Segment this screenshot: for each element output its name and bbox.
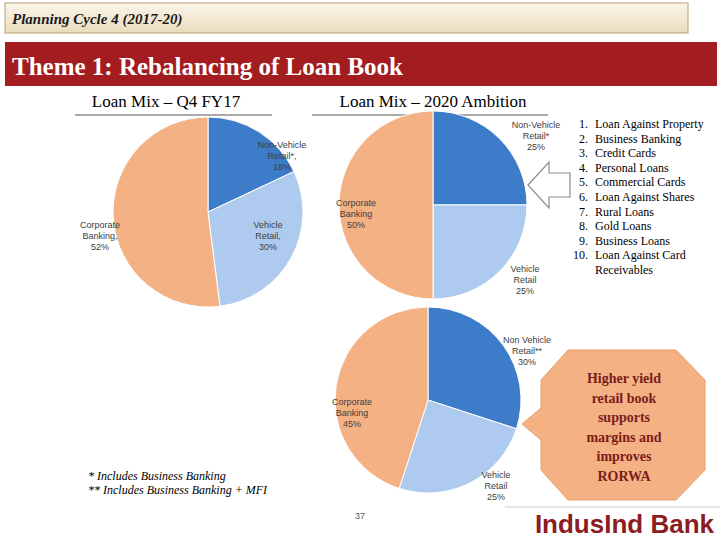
list-text: Rural Loans	[595, 205, 654, 219]
slice-category: Non-VehicleRetail*	[512, 120, 561, 141]
slice-category: VehicleRetail	[481, 470, 510, 491]
slice-category-line: Corporate	[80, 220, 120, 230]
product-list: 1. Loan Against Property 2. Business Bankin…	[573, 117, 704, 277]
slice-category-line: Vehicle	[481, 470, 510, 480]
list-text-line: Receivables	[595, 263, 653, 277]
chart-title: Loan Mix – Q4 FY17	[92, 92, 241, 111]
logo-rule	[505, 507, 720, 508]
slice-value-label: 45%	[343, 419, 361, 429]
chart-title: Loan Mix – 2020 Ambition	[340, 92, 528, 111]
slice-category-line: Banking	[336, 408, 369, 418]
footnote: * Includes Business Banking	[88, 469, 226, 483]
list-text: Business Loans	[595, 234, 670, 248]
slice-category: CorporateBanking	[336, 198, 376, 219]
list-number: 7.	[579, 205, 588, 219]
slice-category-line: Corporate	[336, 198, 376, 208]
list-number: 6.	[579, 190, 588, 204]
list-number: 3.	[579, 146, 588, 160]
slice-category-line: Retail*	[523, 131, 550, 141]
slice-value-label: 25%	[516, 286, 534, 296]
slice-category-line: Retail*,	[267, 151, 296, 161]
slice-category-line: Non Vehicle	[503, 335, 551, 345]
list-text: Business Banking	[595, 132, 681, 146]
list-number: 5.	[579, 175, 588, 189]
list-text: Loan Against Shares	[595, 190, 695, 204]
pie-slice	[208, 172, 303, 307]
header-box	[5, 3, 688, 33]
pie-slice	[113, 117, 220, 307]
list-text: Credit Cards	[595, 146, 656, 160]
slice-category: VehicleRetail	[510, 264, 539, 285]
arrow	[528, 162, 570, 208]
list-number: 1.	[579, 117, 588, 131]
slice-category-line: Retail	[513, 275, 536, 285]
list-text: Personal Loans	[595, 161, 669, 175]
title-underline	[75, 115, 272, 116]
callout-text: RORWA	[597, 469, 651, 484]
list-text: Commercial Cards	[595, 175, 686, 189]
slice-category-line: Vehicle	[253, 220, 282, 230]
footnote: ** Includes Business Banking + MFI	[88, 483, 268, 497]
slice-category: VehicleRetail,	[253, 220, 282, 241]
slice-category-line: Banking,	[82, 231, 117, 241]
slice-category-line: Non-Vehicle	[512, 120, 561, 130]
slice-category-line: Corporate	[332, 397, 372, 407]
slice-value-label: 25%	[527, 142, 545, 152]
slice-category-line: Non-Vehicle	[258, 140, 307, 150]
slice-category-line: Banking	[340, 209, 373, 219]
slice-category-line: Vehicle	[510, 264, 539, 274]
list-text: Loan Against Property	[595, 117, 704, 131]
header-text: Planning Cycle 4 (2017-20)	[12, 11, 182, 28]
slice-value-label: 52%	[91, 242, 109, 252]
slice-category: Non-VehicleRetail*,	[258, 140, 307, 161]
slice-category-line: Retail**	[512, 346, 543, 356]
slice-value-label: 25%	[487, 492, 505, 502]
list-text: Gold Loans	[595, 219, 652, 233]
list-number: 4.	[579, 161, 588, 175]
list-number: 2.	[579, 132, 588, 146]
theme-band	[5, 42, 717, 86]
slice-category: Non VehicleRetail**	[503, 335, 551, 356]
slice-value-label: 50%	[347, 220, 365, 230]
logo: IndusInd Bank	[535, 509, 715, 539]
list-number: 9.	[579, 234, 588, 248]
slice-category: CorporateBanking	[332, 397, 372, 418]
list-number: 8.	[579, 219, 588, 233]
callout-text: Higher yield	[587, 371, 661, 386]
slice-category: CorporateBanking,	[80, 220, 120, 241]
slice-value-label: 18%	[273, 162, 291, 172]
slice-category-line: Retail,	[255, 231, 281, 241]
list-number: 10.	[573, 248, 588, 262]
list-text-line: Loan Against Card	[595, 248, 686, 262]
list-text: Loan Against CardReceivables	[595, 248, 686, 277]
slice-value-label: 30%	[518, 357, 536, 367]
callout-text: retail book	[592, 391, 657, 406]
slice-value-label: 30%	[259, 242, 277, 252]
callout-shape	[522, 350, 705, 500]
theme-title: Theme 1: Rebalancing of Loan Book	[12, 53, 403, 80]
callout-text: margins and	[586, 430, 661, 445]
slice-category-line: Retail	[484, 481, 507, 491]
callout-text: improves	[597, 449, 653, 464]
slide: Planning Cycle 4 (2017-20) Theme 1: Rebal…	[0, 0, 720, 540]
callout-text: supports	[598, 410, 651, 425]
page-number: 37	[355, 511, 365, 521]
